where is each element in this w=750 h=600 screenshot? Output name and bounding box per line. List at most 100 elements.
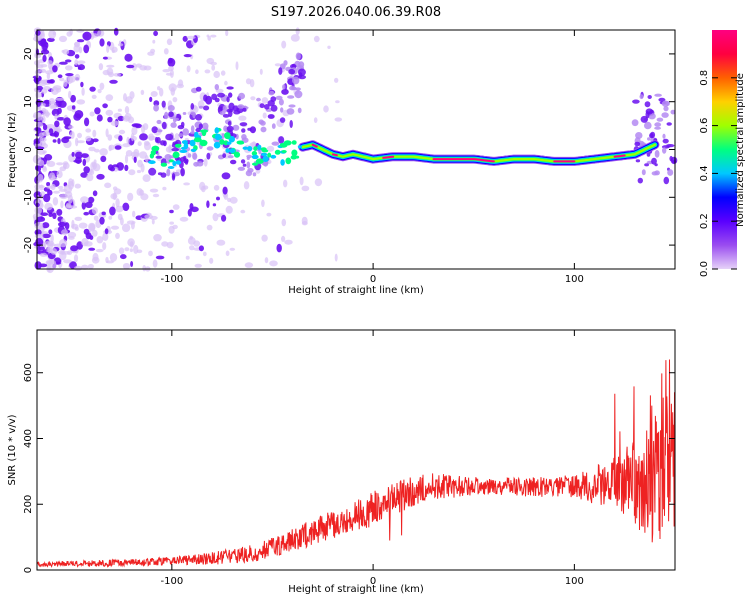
arm-blob [222,114,230,118]
arm-blob [282,84,286,90]
arm-blob [239,122,248,127]
arm-blob [223,125,228,132]
ridge-patch [233,151,241,158]
noise-blob [117,213,123,221]
noise-blob [323,105,329,113]
arm-blob [182,112,187,115]
arm-blob [160,172,167,178]
arm-blob [165,133,174,141]
noise-blob [46,182,51,187]
noise-blob [39,136,43,144]
noise-blob [210,34,217,38]
ridge-patch [252,162,259,166]
noise-blob [327,45,331,49]
noise-blob [53,130,59,138]
arm-blob [217,92,225,98]
ridge-core-1 [331,153,338,157]
ridge-patch [262,155,269,162]
noise-blob [194,263,202,268]
noise-blob [213,184,220,191]
noise-blob [211,64,216,71]
noise-blob [81,238,89,247]
noise-blob [179,216,189,222]
noise-blob [206,224,213,231]
noise-blob [56,208,63,216]
noise-blob [37,245,41,253]
noise-blob [92,129,97,138]
snr-background [37,330,675,570]
noise-blob [41,115,46,123]
noise-blob [96,236,104,244]
noise-blob [63,136,72,140]
noise-blob [37,149,45,155]
noise-blob [102,103,108,109]
noise-blob [129,241,134,248]
noise-blob [281,40,287,49]
noise-blob [53,190,60,194]
noise-blob [210,61,218,66]
noise-blob [90,33,99,38]
noise-blob [182,35,188,42]
arm-blob [661,112,669,118]
noise-blob [71,151,75,157]
noise-blob [167,58,176,67]
snr-y-axis-label: SNR (10 * v/v) [7,414,18,485]
noise-blob [189,245,195,251]
spectrogram-y-tick-label: -20 [23,237,34,253]
noise-blob [102,232,109,241]
ridge-patch [229,148,236,154]
noise-blob [42,222,50,229]
noise-blob [42,86,51,91]
colorbar-tick-label: 0.6 [699,118,710,134]
ridge-patch [225,148,230,153]
noise-blob [105,109,114,116]
arm-blob [670,109,676,115]
noise-blob [34,222,44,230]
arm-blob [648,113,656,120]
noise-blob [276,243,282,253]
ridge-core-0 [311,143,318,148]
noise-blob [183,182,191,186]
spectrogram-x-tick-label: 100 [565,274,584,285]
arm-blob [228,102,235,111]
arm-blob [271,141,280,146]
noise-blob [86,173,94,182]
noise-blob [172,224,178,230]
noise-blob [81,153,89,159]
arm-blob [298,75,306,80]
noise-blob [42,166,48,172]
noise-blob [199,181,206,191]
noise-blob [73,113,82,121]
ridge-patch [261,152,268,157]
noise-blob [61,229,68,236]
noise-blob [69,131,75,139]
ridge-patch [283,140,292,146]
spectrogram-y-tick-label: 20 [23,48,34,61]
noise-blob [124,154,129,164]
noise-blob [84,117,90,127]
noise-blob [105,94,114,101]
noise-blob [39,80,48,84]
noise-blob [195,69,199,74]
noise-blob [168,83,177,92]
arm-blob [237,104,245,109]
ridge-patch [181,140,188,145]
ridge-patch [257,144,262,151]
arm-blob [227,155,234,159]
noise-blob [58,221,66,227]
ridge-patch [174,143,182,148]
noise-blob [124,247,130,252]
noise-blob [202,251,207,257]
arm-blob [651,157,657,165]
ridge-patch [237,141,245,145]
noise-blob [118,129,126,135]
noise-blob [229,247,236,251]
arm-blob [170,122,177,128]
noise-blob [63,80,68,87]
arm-blob [178,133,184,138]
noise-blob [40,191,45,197]
arm-blob [297,68,306,76]
snr-x-tick-label: -100 [160,576,183,587]
arm-blob [246,157,250,160]
